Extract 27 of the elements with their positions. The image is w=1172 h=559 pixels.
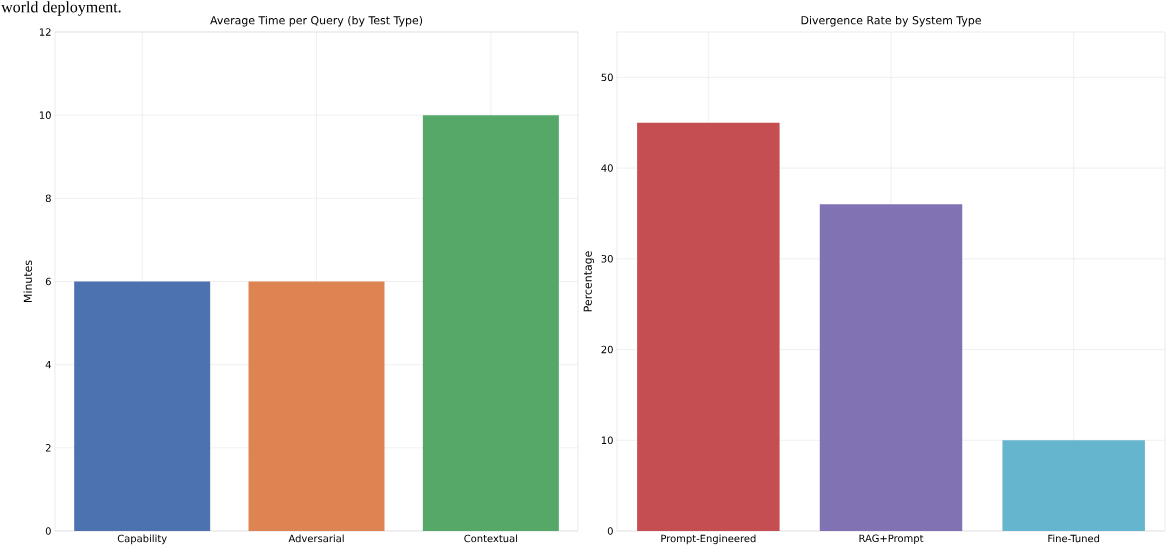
- text: world deployment.: [1, 1, 121, 16]
- y-tick-label: 30: [601, 255, 613, 263]
- y-tick-label: 4: [45, 361, 51, 369]
- x-tick-label: Contextual: [464, 534, 518, 543]
- y-tick-label: 40: [601, 164, 613, 172]
- x-tick-label: Adversarial: [288, 534, 344, 543]
- x-tick-label: Fine-Tuned: [1048, 534, 1100, 543]
- x-tick-label: Capability: [117, 534, 167, 545]
- chart-title: Divergence Rate by System Type: [801, 15, 981, 27]
- y-tick-label: 2: [45, 444, 51, 452]
- y-tick-label: 0: [607, 527, 613, 535]
- y-tick-label: 6: [45, 277, 51, 286]
- y-tick-label: 0: [45, 527, 51, 535]
- y-axis-title: Percentage: [583, 251, 594, 312]
- y-tick-label: 8: [45, 194, 51, 203]
- x-tick-label: Prompt-Engineered: [661, 534, 756, 545]
- y-tick-label: 20: [601, 345, 613, 354]
- chart-title: Average Time per Query (by Test Type): [210, 15, 423, 27]
- x-tick-label: RAG+Prompt: [859, 534, 924, 544]
- y-axis-title: Minutes: [23, 260, 32, 302]
- bar: [819, 204, 963, 531]
- y-tick-label: 12: [39, 28, 51, 36]
- y-tick-label: 10: [601, 436, 613, 445]
- y-tick-label: 10: [39, 111, 51, 119]
- bar: [637, 122, 780, 531]
- y-tick-label: 50: [601, 73, 613, 82]
- bar: [1002, 440, 1145, 531]
